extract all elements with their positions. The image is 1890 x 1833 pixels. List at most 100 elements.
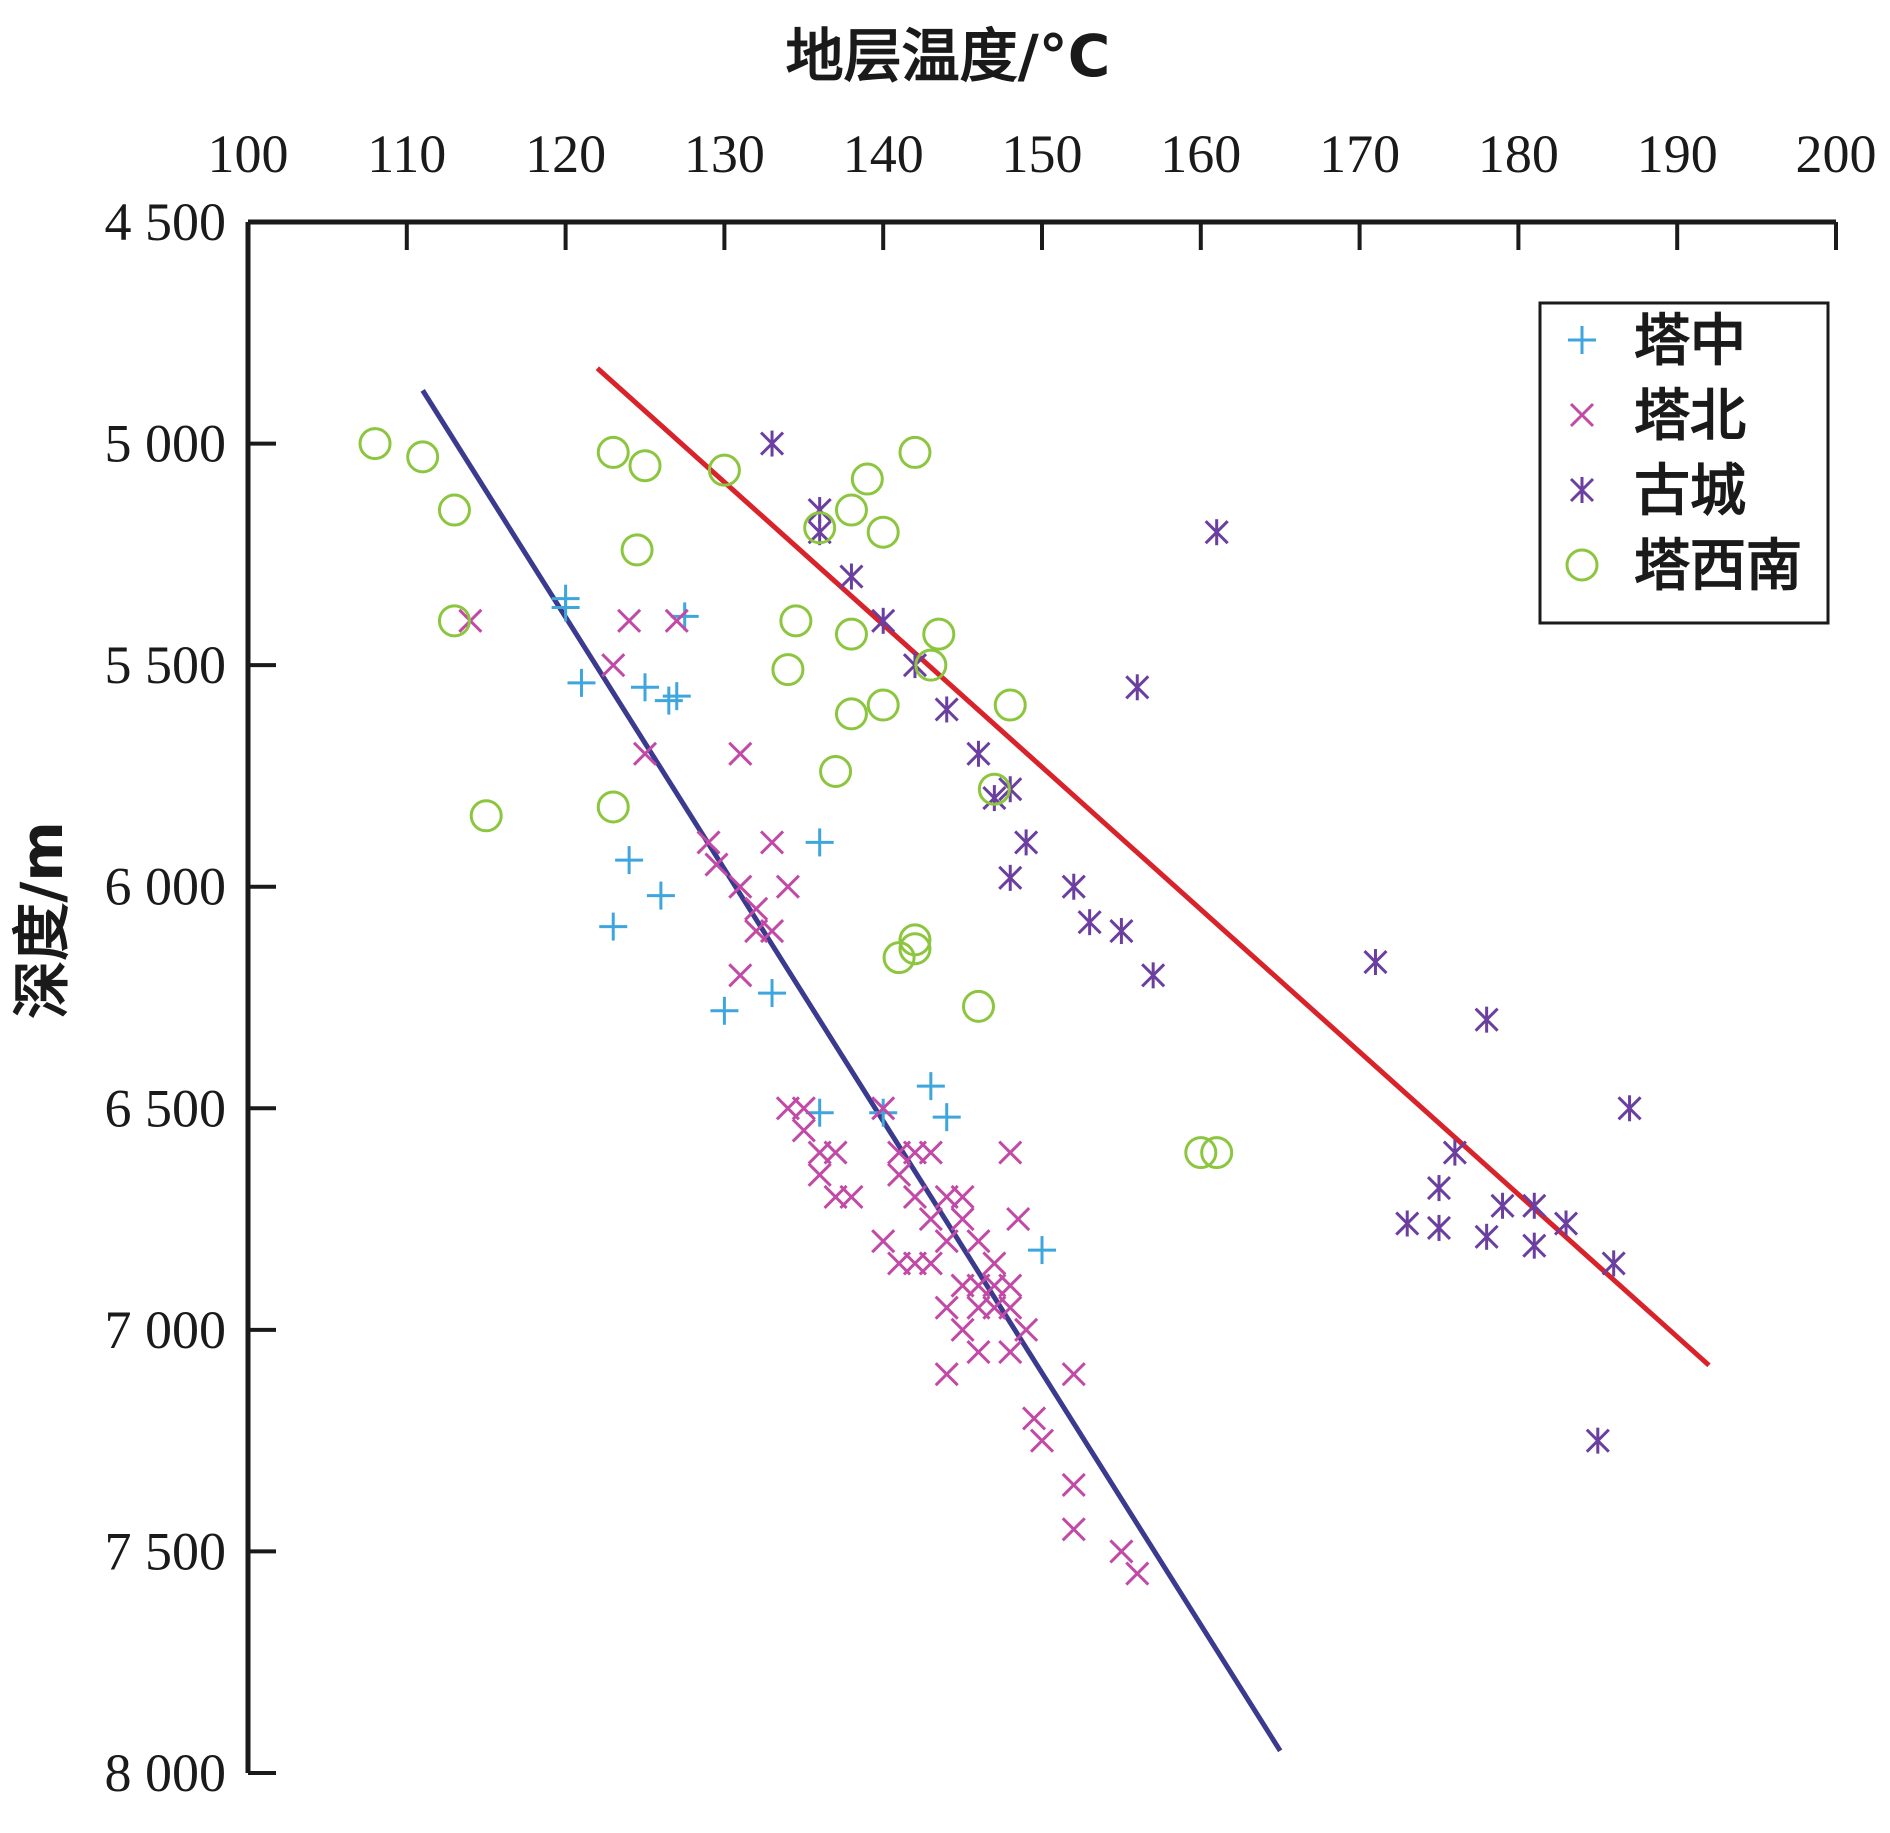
- data-point-series-3: [1522, 1192, 1547, 1219]
- data-point-series-3: [1490, 1192, 1515, 1219]
- y-tick-label: 5 500: [105, 635, 227, 695]
- data-point-series-3: [1474, 1223, 1499, 1250]
- data-point-series-2: [791, 1096, 816, 1121]
- data-point-series-4: [898, 435, 932, 469]
- legend-marker-1: [1568, 326, 1596, 354]
- data-point-series-2: [744, 896, 769, 921]
- x-tick-label: 100: [208, 124, 289, 184]
- data-point-series-3: [934, 696, 959, 723]
- data-point-series-3: [1617, 1095, 1642, 1122]
- data-point-series-4: [406, 440, 440, 474]
- x-tick-label: 140: [843, 124, 924, 184]
- tick-labels: 100 110 120 130 140 150 160 170 180 190 200 4 500 5 …: [105, 124, 1877, 1803]
- data-point-series-2: [728, 741, 753, 766]
- data-point-series-4: [834, 617, 868, 651]
- data-point-series-4: [469, 799, 503, 833]
- data-point-series-2: [950, 1207, 975, 1232]
- data-point-series-3: [1061, 873, 1086, 900]
- data-point-series-2: [934, 1295, 959, 1320]
- data-point-series-2: [839, 1184, 864, 1209]
- legend-label-1: 塔中: [1634, 309, 1746, 374]
- data-point-series-3: [1553, 1210, 1579, 1237]
- data-point-series-4: [866, 688, 900, 722]
- data-point-series-1: [869, 1098, 898, 1127]
- data-point-series-2: [966, 1229, 991, 1254]
- data-point-series-2: [728, 963, 753, 988]
- data-point-series-4: [596, 790, 630, 824]
- data-point-series-4: [1200, 1136, 1234, 1170]
- data-point-series-4: [707, 453, 741, 487]
- data-point-series-1: [710, 996, 739, 1025]
- y-tick-label: 6 000: [105, 857, 227, 917]
- data-point-series-3: [982, 785, 1007, 812]
- data-point-series-3: [1426, 1175, 1452, 1202]
- data-point-series-4: [437, 604, 471, 638]
- data-point-series-2: [934, 1229, 959, 1254]
- data-point-series-3: [1014, 829, 1039, 856]
- data-point-series-2: [704, 852, 729, 877]
- data-point-series-3: [1077, 909, 1102, 936]
- data-point-series-3: [871, 607, 896, 634]
- data-point-series-1: [1028, 1236, 1056, 1265]
- data-point-series-1: [805, 828, 834, 857]
- x-tick-label: 120: [525, 124, 606, 184]
- data-point-series-4: [596, 435, 630, 469]
- data-point-series-2: [934, 1362, 959, 1387]
- legend-marker-3: [1569, 477, 1595, 503]
- data-point-series-1: [631, 673, 659, 702]
- data-point-series-4: [771, 653, 805, 687]
- x-tick-label: 180: [1478, 124, 1559, 184]
- data-point-series-2: [887, 1162, 912, 1187]
- data-point-series-2: [664, 608, 689, 633]
- data-point-series-4: [993, 688, 1027, 722]
- data-point-series-4: [866, 515, 900, 549]
- y-axis-title: 深度/m: [8, 821, 76, 1019]
- data-point-series-2: [1014, 1317, 1039, 1342]
- data-point-series-4: [1184, 1136, 1218, 1170]
- data-point-series-2: [728, 874, 753, 899]
- y-tick-label: 7 000: [105, 1300, 227, 1360]
- trend-lines: [420, 366, 1711, 1753]
- data-point-series-2: [1006, 1207, 1031, 1232]
- data-point-series-2: [617, 608, 642, 633]
- legend-label-3: 古城: [1634, 459, 1746, 524]
- data-point-series-2: [759, 830, 785, 855]
- data-points: [358, 427, 1642, 1586]
- data-point-series-4: [882, 941, 916, 975]
- x-tick-label: 170: [1319, 124, 1400, 184]
- data-point-series-4: [922, 617, 956, 651]
- data-point-series-3: [1474, 1006, 1499, 1033]
- data-point-series-4: [620, 533, 654, 567]
- y-tick-label: 4 500: [105, 192, 227, 252]
- data-point-series-2: [1061, 1362, 1086, 1387]
- x-tick-label: 110: [367, 124, 446, 184]
- data-point-series-2: [1061, 1517, 1086, 1542]
- data-point-series-3: [759, 430, 785, 457]
- data-point-series-2: [1021, 1406, 1047, 1431]
- data-point-series-4: [834, 697, 868, 731]
- data-point-series-3: [1395, 1210, 1420, 1237]
- data-point-series-2: [998, 1339, 1023, 1365]
- data-point-series-3: [1109, 918, 1134, 945]
- legend-marker-4: [1565, 548, 1599, 582]
- data-point-series-2: [1125, 1561, 1150, 1586]
- axes: [245, 219, 1838, 1775]
- data-point-series-2: [871, 1096, 896, 1121]
- data-point-series-2: [998, 1140, 1023, 1165]
- data-point-series-3: [1522, 1232, 1547, 1259]
- data-point-series-4: [803, 511, 837, 545]
- data-point-series-1: [670, 602, 699, 631]
- data-point-series-1: [758, 979, 787, 1008]
- data-point-series-1: [916, 1072, 945, 1101]
- data-point-series-1: [599, 912, 628, 941]
- x-tick-label: 190: [1637, 124, 1718, 184]
- data-point-series-3: [998, 864, 1023, 891]
- data-point-series-2: [1109, 1539, 1134, 1564]
- data-point-series-4: [961, 989, 995, 1023]
- data-point-series-3: [1125, 674, 1150, 701]
- data-point-series-4: [850, 462, 884, 496]
- data-point-series-4: [977, 772, 1011, 806]
- data-point-series-3: [1426, 1214, 1452, 1241]
- data-point-series-2: [998, 1295, 1023, 1320]
